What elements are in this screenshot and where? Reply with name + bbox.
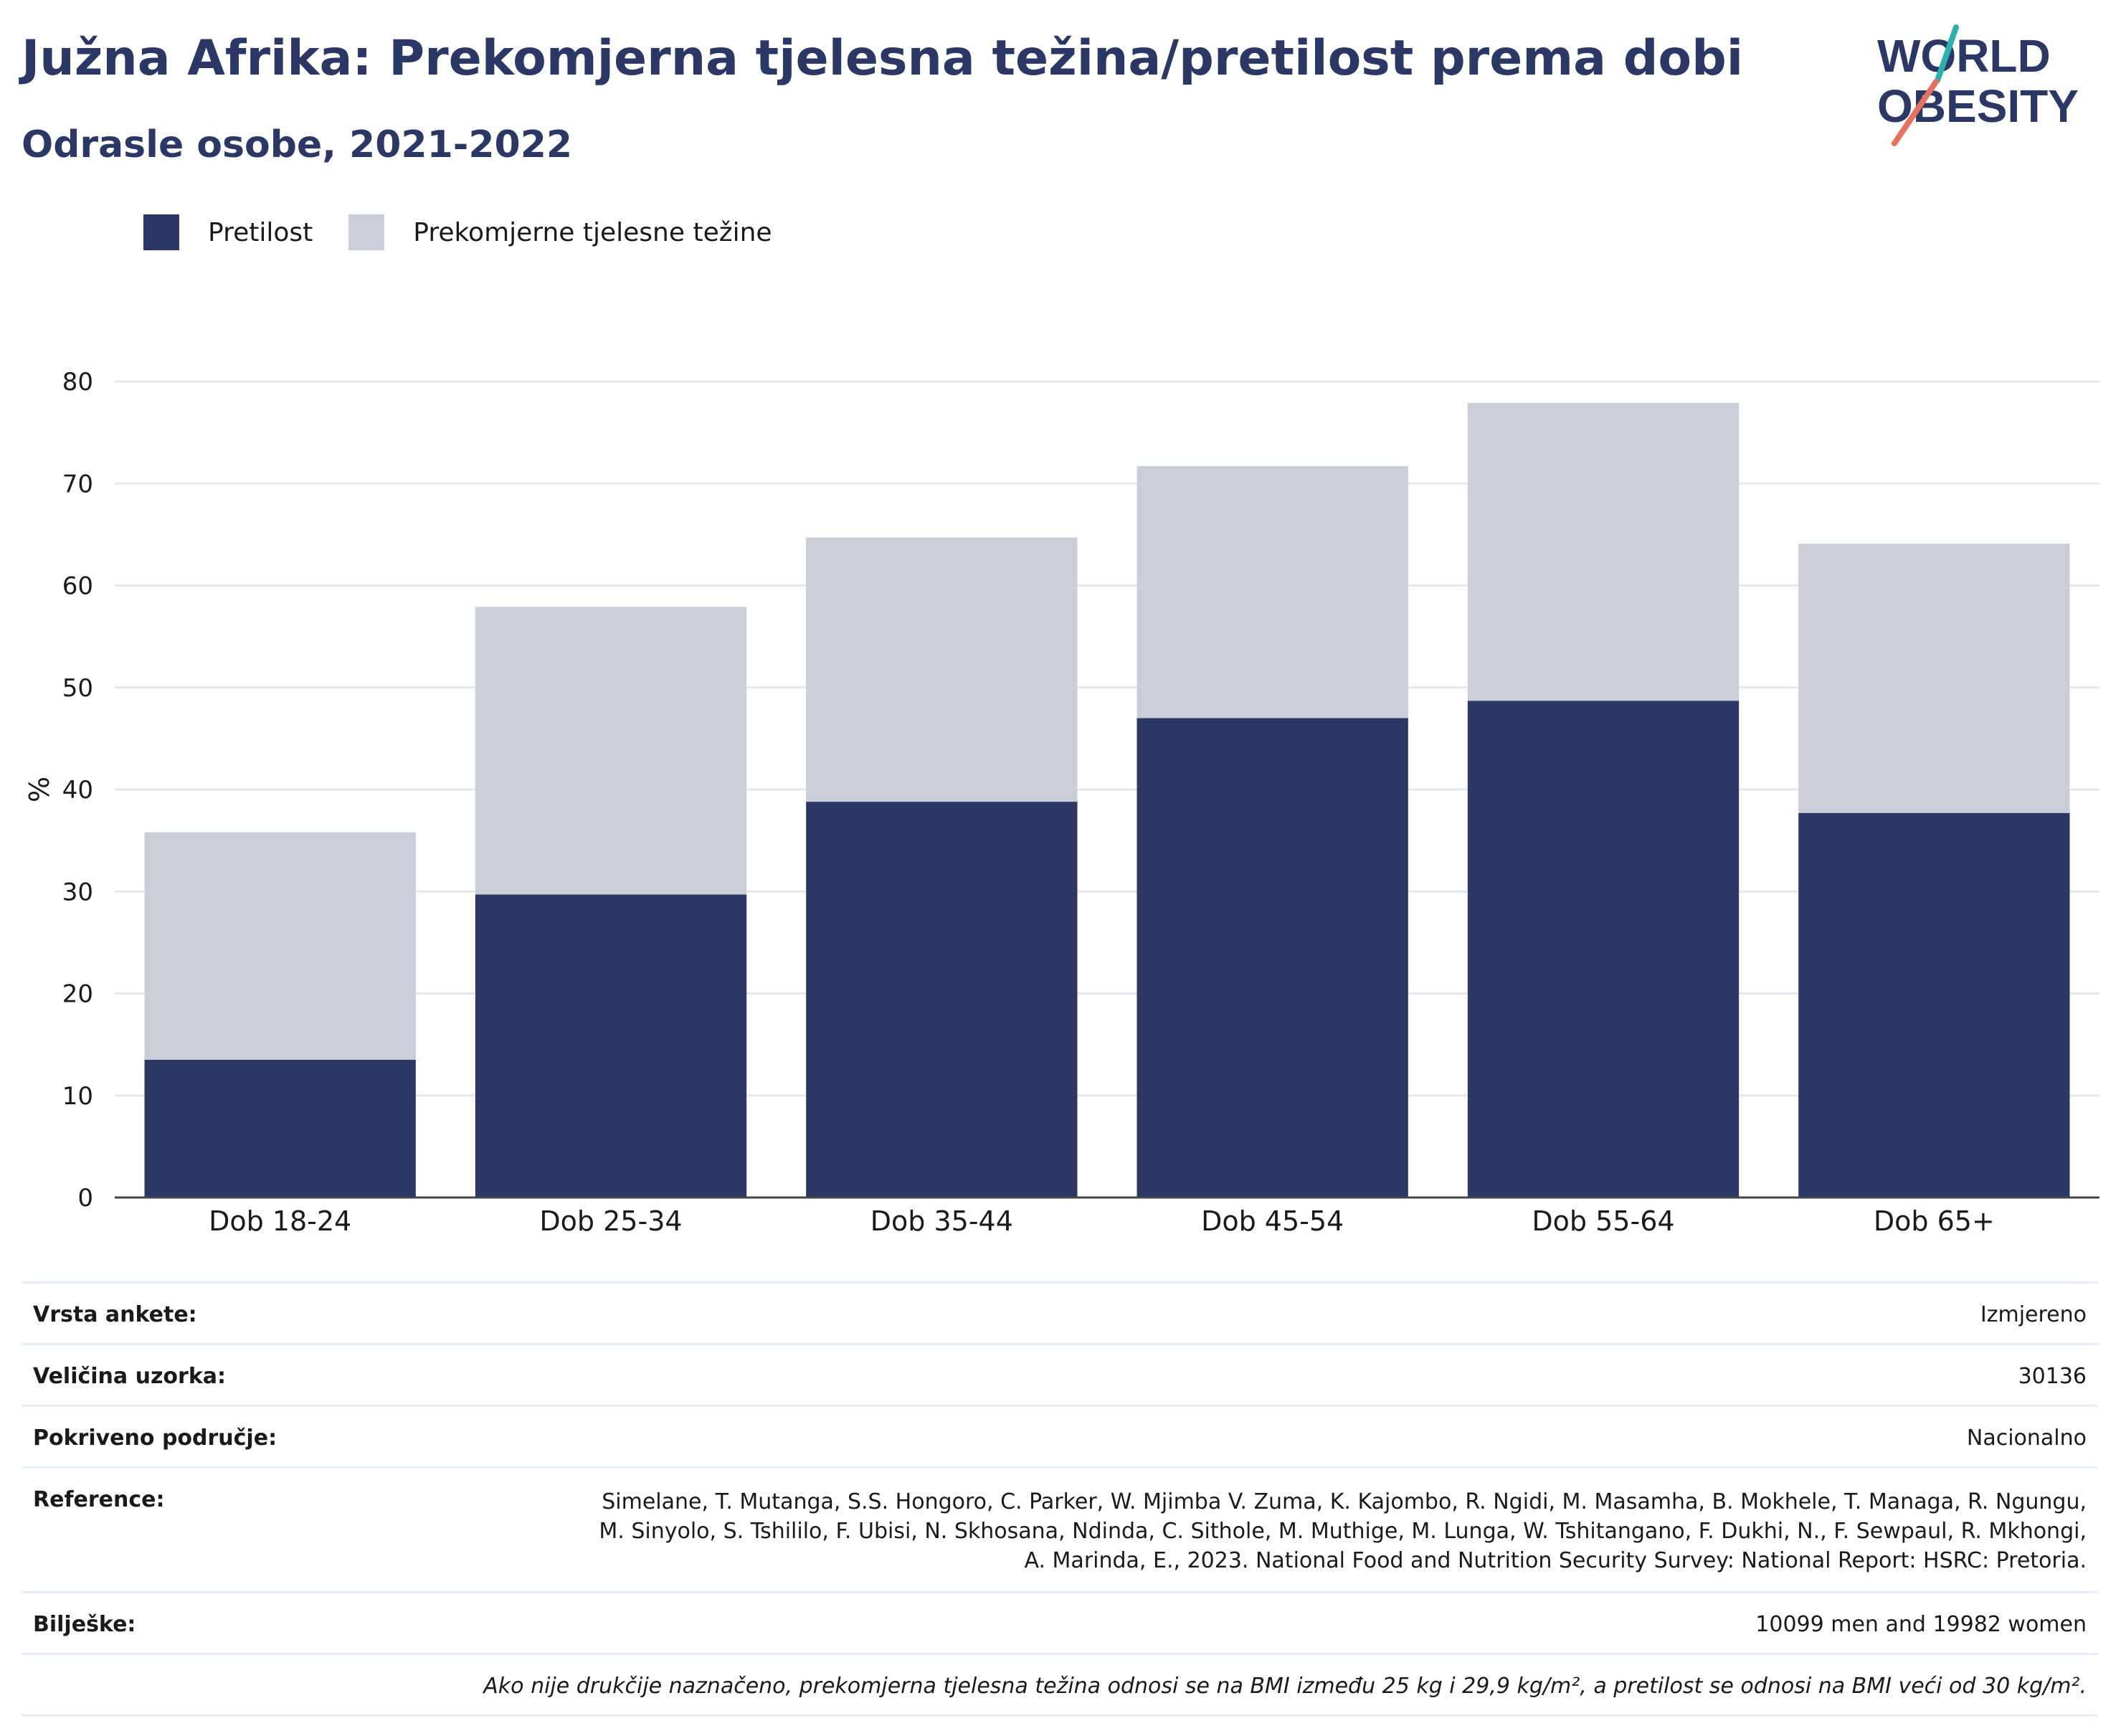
legend-label-prekomjerne: Prekomjerne tjelesne težine (413, 217, 772, 247)
x-tick-label: Dob 65+ (1874, 1205, 1995, 1237)
meta-value-notes: 10099 men and 19982 women (1755, 1612, 2087, 1637)
y-tick-label: 70 (62, 470, 93, 498)
y-tick-label: 60 (62, 572, 93, 601)
bar-prekomjerne (144, 832, 416, 1060)
bar-pretilost (1798, 812, 2070, 1197)
bar-prekomjerne (806, 537, 1078, 802)
chart-title: Južna Afrika: Prekomjerna tjelesna težin… (22, 30, 1744, 87)
bar-prekomjerne (475, 607, 747, 895)
bar-prekomjerne (1467, 402, 1740, 701)
bar-prekomjerne (1798, 544, 2070, 813)
logo-text-world: WORLD (1877, 30, 2051, 82)
y-axis-label: % (24, 777, 55, 802)
meta-footnote: Ako nije drukčije naznačeno, prekomjerna… (483, 1674, 2087, 1699)
meta-row-coverage: Pokriveno područje: Nacionalno (22, 1405, 2098, 1466)
meta-label-sample-size: Veličina uzorka: (33, 1364, 227, 1389)
x-tick-label: Dob 25-34 (539, 1205, 682, 1237)
meta-value-coverage: Nacionalno (1966, 1426, 2087, 1451)
y-tick-label: 50 (62, 674, 93, 703)
meta-label-coverage: Pokriveno područje: (33, 1426, 277, 1451)
meta-value-reference: Simelane, T. Mutanga, S.S. Hongoro, C. P… (599, 1489, 2087, 1573)
bar-pretilost (475, 894, 747, 1197)
world-obesity-logo: WORLD OBESITY (1877, 24, 2079, 146)
y-tick-label: 0 (77, 1184, 93, 1213)
legend-swatch-pretilost (143, 214, 179, 250)
chart-subtitle: Odrasle osobe, 2021-2022 (22, 123, 573, 166)
y-tick-label: 30 (62, 878, 93, 906)
logo-coral-stroke (1892, 79, 1939, 146)
legend-swatch-prekomjerne (348, 214, 385, 250)
bar-pretilost (1137, 718, 1408, 1197)
bar-pretilost (144, 1059, 416, 1197)
y-tick-label: 80 (62, 368, 93, 397)
chart-legend: Pretilost Prekomjerne tjelesne težine (143, 214, 808, 251)
legend-label-pretilost: Pretilost (208, 217, 313, 247)
bar-pretilost (806, 802, 1078, 1197)
meta-value-survey-type: Izmjereno (1980, 1302, 2087, 1327)
stacked-bar-chart: 0 10 20 30 40 50 60 70 80% Dob 18-24 Dob 25-34 Dob … (24, 368, 2099, 1237)
y-tick-label: 20 (62, 980, 93, 1009)
y-tick-label: 10 (62, 1082, 93, 1111)
legend-item-pretilost: Pretilost (143, 214, 313, 250)
legend-item-prekomjerne: Prekomjerne tjelesne težine (348, 214, 772, 250)
x-tick-label: Dob 18-24 (209, 1205, 351, 1237)
meta-row-sample-size: Veličina uzorka: 30136 (22, 1343, 2098, 1405)
bar-pretilost (1467, 701, 1740, 1197)
x-tick-label: Dob 55-64 (1532, 1205, 1674, 1237)
meta-label-reference: Reference: (33, 1487, 165, 1512)
meta-label-notes: Bilješke: (33, 1612, 136, 1637)
logo-teal-stroke (1935, 24, 1959, 83)
meta-value-sample-size: 30136 (2018, 1364, 2087, 1389)
meta-label-survey-type: Vrsta ankete: (33, 1302, 197, 1327)
meta-row-footnote: Ako nije drukčije naznačeno, prekomjerna… (22, 1653, 2098, 1717)
meta-row-reference: Reference: Simelane, T. Mutanga, S.S. Ho… (22, 1466, 2098, 1591)
x-tick-label: Dob 45-54 (1201, 1205, 1344, 1237)
meta-row-notes: Bilješke: 10099 men and 19982 women (22, 1591, 2098, 1653)
bar-prekomjerne (1137, 466, 1408, 718)
meta-row-survey-type: Vrsta ankete: Izmjereno (22, 1281, 2098, 1343)
metadata-table: Vrsta ankete: Izmjereno Veličina uzorka:… (22, 1281, 2098, 1717)
y-tick-label: 40 (62, 776, 93, 805)
x-tick-label: Dob 35-44 (870, 1205, 1013, 1237)
